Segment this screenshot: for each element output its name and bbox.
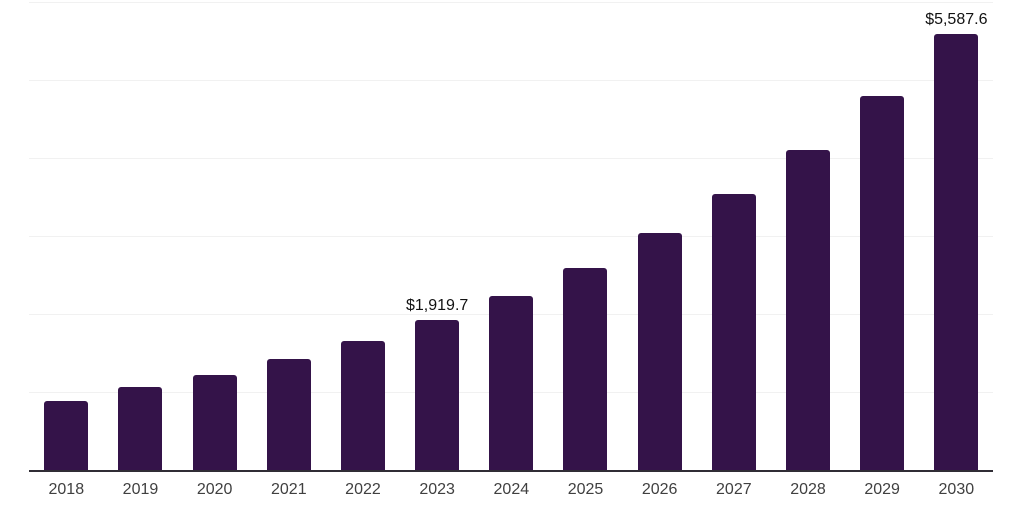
x-tick-2022: 2022 bbox=[345, 481, 381, 498]
bar-2030 bbox=[934, 34, 979, 470]
bar-2025 bbox=[563, 267, 608, 470]
bar-2021 bbox=[266, 359, 311, 470]
bar-2019 bbox=[118, 386, 163, 470]
bar-2028 bbox=[786, 149, 830, 470]
bar-2023 bbox=[415, 320, 460, 470]
x-tick-2024: 2024 bbox=[493, 481, 530, 498]
bar-2022 bbox=[340, 341, 385, 470]
x-tick-2023: 2023 bbox=[419, 481, 455, 498]
x-tick-2019: 2019 bbox=[122, 481, 159, 498]
value-label-2030: $5,587.6 bbox=[925, 11, 988, 29]
x-tick-2028: 2028 bbox=[790, 481, 826, 498]
gridline-4000 bbox=[29, 158, 993, 159]
bar-2018 bbox=[44, 401, 89, 470]
x-tick-2018: 2018 bbox=[48, 481, 85, 498]
bar-2027 bbox=[711, 194, 756, 470]
x-axis-line bbox=[29, 470, 993, 472]
x-tick-2021: 2021 bbox=[271, 481, 307, 498]
bar-2020 bbox=[192, 375, 237, 470]
plot-area: $1,919.7 $5,587.6 bbox=[29, 2, 993, 472]
x-tick-2027: 2027 bbox=[716, 481, 752, 498]
gridline-5000 bbox=[29, 80, 993, 81]
bar-2029 bbox=[860, 95, 905, 470]
gridline-6000 bbox=[29, 2, 993, 3]
x-axis-labels: 2018 2019 2020 2021 2022 2023 2024 2025 2026 2027… bbox=[29, 481, 993, 505]
bar-2026 bbox=[637, 233, 682, 470]
gridline-3000 bbox=[29, 236, 993, 237]
x-tick-2029: 2029 bbox=[864, 481, 900, 498]
x-tick-2026: 2026 bbox=[641, 481, 678, 498]
x-tick-2025: 2025 bbox=[567, 481, 604, 498]
x-tick-2030: 2030 bbox=[938, 481, 975, 498]
x-tick-2020: 2020 bbox=[196, 481, 233, 498]
bar-2024 bbox=[489, 296, 534, 470]
value-label-2023: $1,919.7 bbox=[406, 297, 469, 315]
